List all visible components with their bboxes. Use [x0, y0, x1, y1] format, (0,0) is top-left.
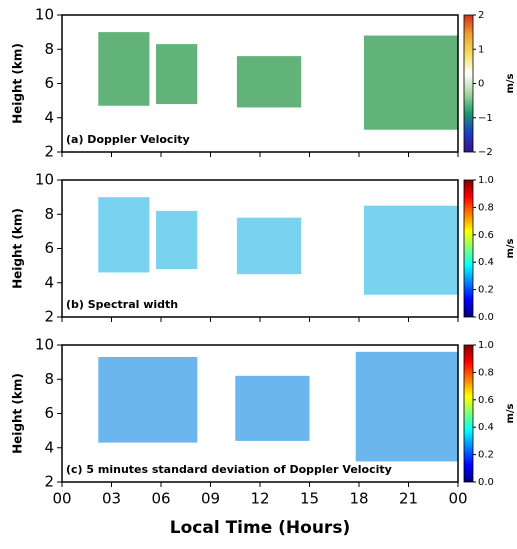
x-tick-label: 09	[201, 490, 220, 508]
y-axis-label: Height (km)	[11, 208, 25, 289]
y-tick-label: 8	[44, 40, 54, 58]
y-tick-label: 4	[44, 108, 54, 126]
colorbar-label: m/s	[505, 73, 516, 93]
echo-region	[236, 56, 302, 108]
colorbar-tick-label: 0.6	[478, 230, 494, 241]
y-tick-label: 4	[44, 438, 54, 456]
y-tick-label: 8	[44, 370, 54, 388]
echo-region	[236, 217, 302, 275]
colorbar-tick-label: 0.2	[478, 450, 494, 461]
echo-region	[156, 44, 198, 105]
colorbar-tick-label: 2	[478, 10, 484, 21]
colorbar-tick-label: 0.4	[478, 422, 494, 433]
colorbar-tick-label: 1.0	[478, 340, 494, 351]
y-axis-label: Height (km)	[11, 43, 25, 124]
colorbar-label: m/s	[505, 238, 516, 258]
colorbar-tick-label: 0.2	[478, 285, 494, 296]
y-tick-label: 4	[44, 273, 54, 291]
x-tick-label: 00	[52, 490, 71, 508]
x-tick-label: 15	[300, 490, 319, 508]
echo-region	[363, 205, 458, 295]
y-axis-label: Height (km)	[11, 373, 25, 454]
y-tick-label: 10	[35, 6, 54, 24]
colorbar-tick-label: 0.0	[478, 312, 494, 323]
colorbar-tick-label: 0.0	[478, 477, 494, 488]
y-tick-label: 6	[44, 74, 54, 92]
echo-region	[156, 210, 198, 270]
x-tick-label: 03	[102, 490, 121, 508]
y-tick-label: 2	[44, 308, 54, 326]
colorbar	[463, 344, 474, 483]
colorbar-label: m/s	[505, 403, 516, 423]
colorbar-tick-label: 0.6	[478, 395, 494, 406]
x-tick-label: 18	[349, 490, 368, 508]
colorbar-tick-label: −1	[478, 113, 493, 124]
echo-region	[98, 197, 150, 273]
x-tick-label: 00	[448, 490, 467, 508]
colorbar-tick-label: 0.8	[478, 367, 494, 378]
y-tick-label: 2	[44, 143, 54, 161]
x-tick-label: 12	[250, 490, 269, 508]
colorbar-tick-label: 1.0	[478, 175, 494, 186]
panel-label: (c) 5 minutes standard deviation of Dopp…	[66, 463, 392, 476]
echo-region	[355, 351, 458, 462]
colorbar-tick-label: 0.8	[478, 202, 494, 213]
x-axis-label: Local Time (Hours)	[170, 518, 350, 538]
y-tick-label: 8	[44, 205, 54, 223]
colorbar-tick-label: 0.4	[478, 257, 494, 268]
colorbar	[463, 179, 474, 318]
panel-label: (b) Spectral width	[66, 298, 178, 311]
echo-region	[235, 375, 310, 441]
x-tick-label: 21	[399, 490, 418, 508]
y-tick-label: 10	[35, 171, 54, 189]
colorbar-tick-label: 1	[478, 44, 484, 55]
echo-region	[98, 356, 198, 443]
colorbar-tick-label: −2	[478, 147, 493, 158]
y-tick-label: 10	[35, 336, 54, 354]
panel-label: (a) Doppler Velocity	[66, 133, 190, 146]
colorbar-tick-label: 0	[478, 79, 484, 90]
colorbar	[463, 14, 474, 153]
y-tick-label: 6	[44, 239, 54, 257]
x-tick-label: 06	[151, 490, 170, 508]
echo-region	[363, 35, 458, 130]
y-tick-label: 2	[44, 473, 54, 491]
echo-region	[98, 32, 150, 106]
y-tick-label: 6	[44, 404, 54, 422]
